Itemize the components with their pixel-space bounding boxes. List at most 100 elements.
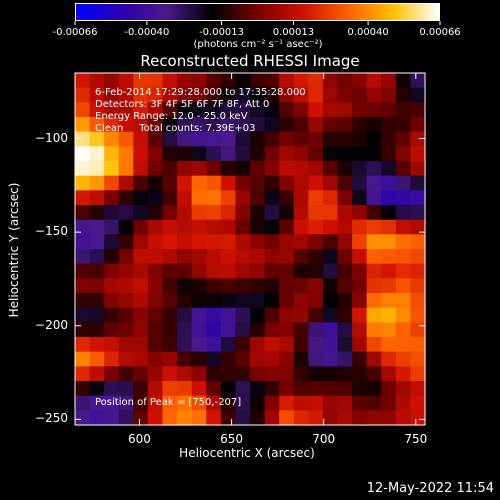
heatmap-cell bbox=[133, 381, 149, 397]
heatmap-cell bbox=[395, 234, 412, 250]
heatmap-cell bbox=[308, 322, 324, 338]
heatmap-cell bbox=[191, 395, 207, 411]
x-tick-label: 600 bbox=[128, 432, 151, 446]
heatmap-cell bbox=[75, 395, 91, 411]
heatmap-cell bbox=[118, 234, 134, 250]
heatmap-cell bbox=[220, 293, 237, 309]
heatmap-cell bbox=[147, 146, 164, 162]
heatmap-cell bbox=[75, 293, 91, 309]
heatmap-cell bbox=[352, 337, 368, 353]
heatmap-cell bbox=[293, 102, 309, 118]
heatmap-cell bbox=[264, 293, 280, 309]
heatmap-cell bbox=[104, 249, 120, 265]
heatmap-cell bbox=[381, 337, 397, 353]
heatmap-cell bbox=[147, 219, 164, 235]
heatmap-cell bbox=[308, 395, 324, 411]
heatmap-cell bbox=[177, 351, 193, 367]
heatmap-cell bbox=[75, 337, 91, 353]
heatmap-cell bbox=[264, 102, 280, 118]
heatmap-cell bbox=[352, 190, 368, 206]
heatmap-cell bbox=[104, 146, 120, 162]
x-tick-label: 700 bbox=[312, 432, 336, 446]
heatmap-cell bbox=[104, 395, 120, 411]
heatmap-cell bbox=[147, 395, 164, 411]
heatmap-cell bbox=[177, 205, 193, 221]
heatmap-cell bbox=[352, 161, 368, 177]
heatmap-cell bbox=[89, 322, 105, 338]
heatmap-cell bbox=[162, 293, 178, 309]
heatmap-cell bbox=[366, 366, 382, 382]
heatmap-cell bbox=[366, 117, 382, 133]
heatmap-cell bbox=[352, 410, 368, 426]
heatmap-cell bbox=[235, 381, 251, 397]
heatmap-cell bbox=[133, 395, 149, 411]
heatmap-cell bbox=[147, 73, 164, 89]
heatmap-cell bbox=[381, 175, 397, 191]
peak-position-label: Position of Peak = [750,-207] bbox=[95, 397, 242, 408]
heatmap-cell bbox=[133, 263, 149, 279]
heatmap-cell bbox=[89, 249, 105, 265]
heatmap-cell bbox=[366, 322, 382, 338]
heatmap-cell bbox=[118, 146, 134, 162]
heatmap-cell bbox=[235, 73, 251, 89]
heatmap-cell bbox=[206, 190, 222, 206]
heatmap-cell bbox=[308, 249, 324, 265]
heatmap-cell bbox=[162, 278, 178, 294]
heatmap-cell bbox=[75, 219, 91, 235]
heatmap-cell bbox=[118, 73, 134, 89]
heatmap-cell bbox=[337, 219, 353, 235]
heatmap-cell bbox=[235, 117, 251, 133]
heatmap-cell bbox=[177, 381, 193, 397]
heatmap-cell bbox=[220, 73, 237, 89]
heatmap-cell bbox=[89, 395, 105, 411]
heatmap-cell bbox=[293, 249, 309, 265]
heatmap-cell bbox=[410, 117, 426, 133]
heatmap-cell bbox=[75, 307, 91, 323]
heatmap-cell bbox=[104, 293, 120, 309]
heatmap-cell bbox=[89, 234, 105, 250]
heatmap-cell bbox=[410, 263, 426, 279]
heatmap-cell bbox=[133, 73, 149, 89]
heatmap-cell bbox=[177, 234, 193, 250]
heatmap-cell bbox=[133, 249, 149, 265]
heatmap-cell bbox=[133, 146, 149, 162]
heatmap-cell bbox=[89, 190, 105, 206]
heatmap-cell bbox=[220, 278, 237, 294]
heatmap-cell bbox=[308, 205, 324, 221]
heatmap-cell bbox=[177, 278, 193, 294]
heatmap-cell bbox=[322, 307, 339, 323]
heatmap-cell bbox=[104, 87, 120, 103]
heatmap-cell bbox=[235, 337, 251, 353]
heatmap-cell bbox=[250, 366, 266, 382]
heatmap-cell bbox=[366, 410, 382, 426]
heatmap-cell bbox=[133, 366, 149, 382]
heatmap-cell bbox=[308, 410, 324, 426]
heatmap-cell bbox=[308, 161, 324, 177]
heatmap-cell bbox=[395, 161, 412, 177]
heatmap-cell bbox=[235, 322, 251, 338]
heatmap-cell bbox=[89, 131, 105, 147]
heatmap-cell bbox=[162, 395, 178, 411]
heatmap-cell bbox=[104, 366, 120, 382]
heatmap-cell bbox=[162, 117, 178, 133]
heatmap-cell bbox=[352, 117, 368, 133]
heatmap-cell bbox=[191, 73, 207, 89]
heatmap-cell bbox=[352, 395, 368, 411]
heatmap-cell bbox=[366, 263, 382, 279]
heatmap-cell bbox=[162, 190, 178, 206]
timestamp: 12-May-2022 11:54 bbox=[366, 481, 494, 496]
heatmap-cell bbox=[191, 161, 207, 177]
heatmap-cell bbox=[147, 322, 164, 338]
heatmap-cell bbox=[366, 190, 382, 206]
heatmap-cell bbox=[118, 131, 134, 147]
heatmap-cell bbox=[279, 337, 295, 353]
heatmap-cell bbox=[264, 351, 280, 367]
heatmap-cell bbox=[337, 161, 353, 177]
heatmap-cell bbox=[395, 307, 412, 323]
heatmap-cell bbox=[235, 87, 251, 103]
heatmap-cell bbox=[162, 322, 178, 338]
heatmap-cell bbox=[264, 322, 280, 338]
heatmap-cell bbox=[322, 351, 339, 367]
heatmap-cell bbox=[220, 234, 237, 250]
heatmap-cell bbox=[250, 395, 266, 411]
